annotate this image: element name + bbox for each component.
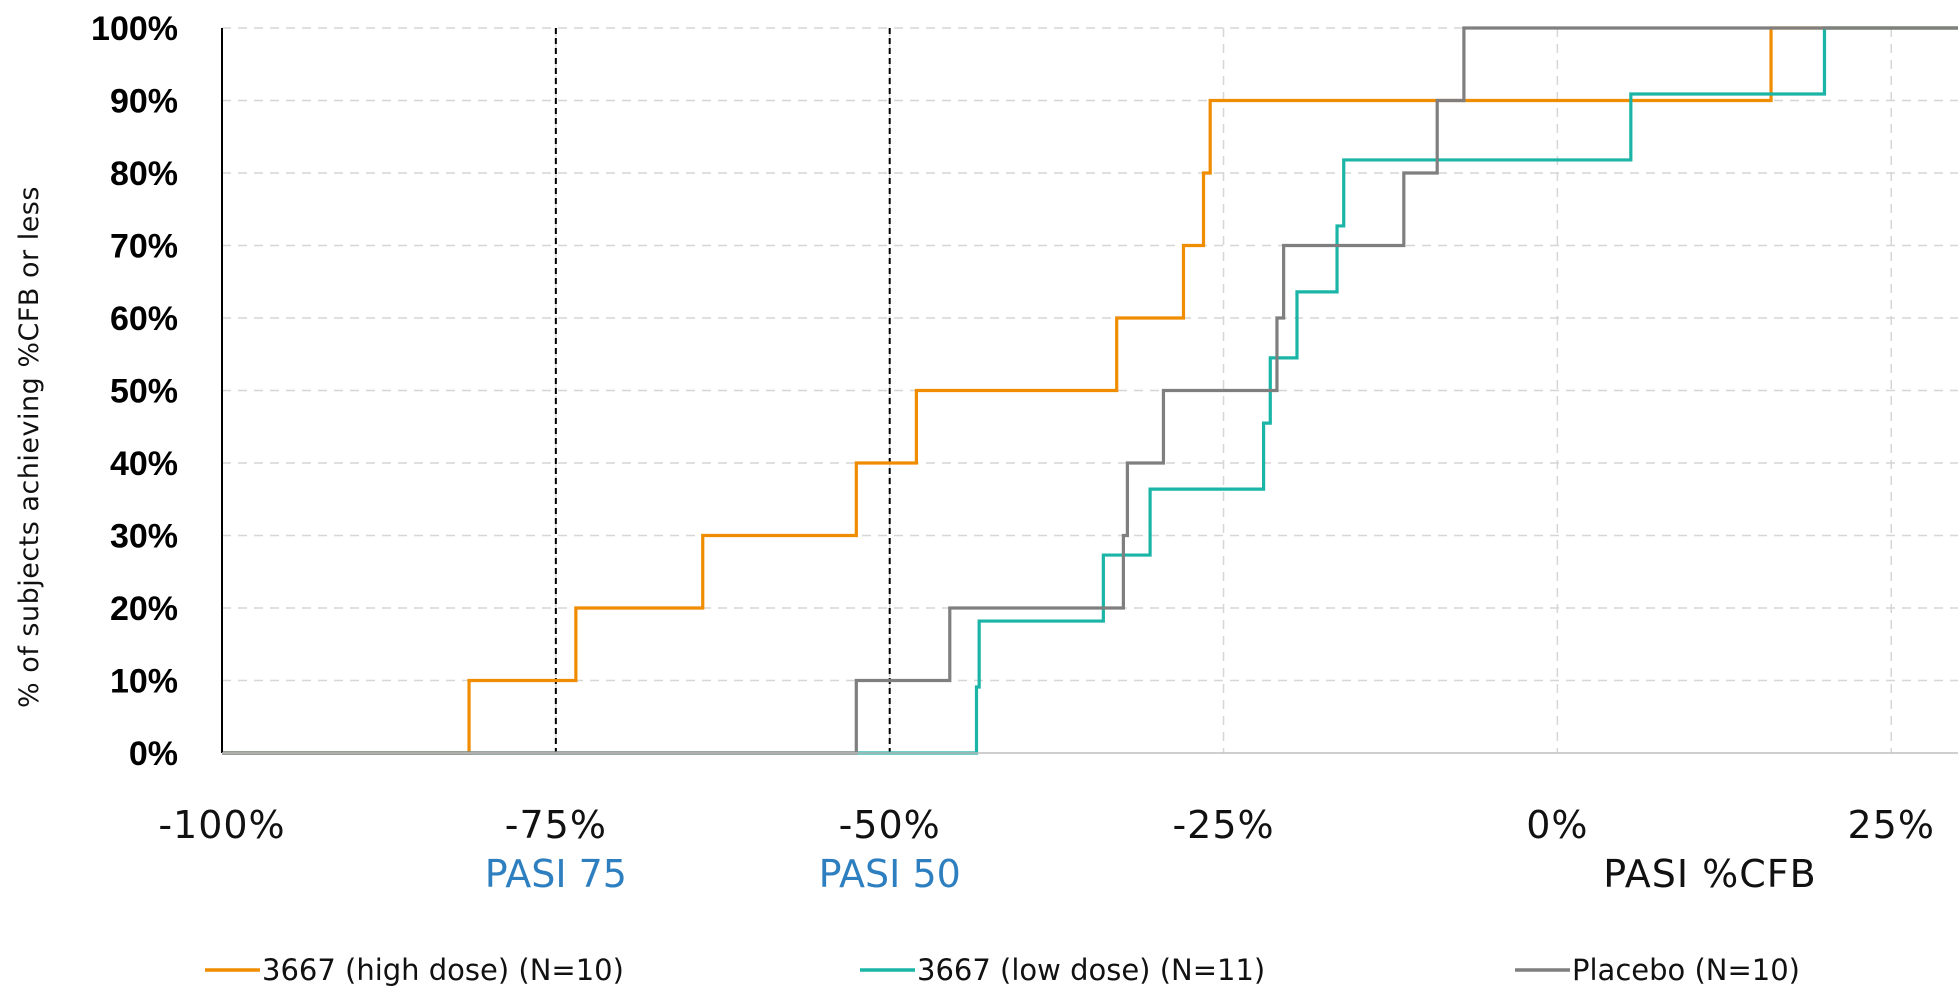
legend-label: 3667 (high dose) (N=10) [262, 953, 624, 987]
x-tick-label: -25% [1172, 803, 1274, 847]
y-tick-label: 30% [110, 518, 178, 556]
x-tick-label: 0% [1526, 803, 1588, 847]
y-tick-label: 70% [110, 228, 178, 266]
reference-line-label: PASI 75 [485, 852, 627, 896]
reference-line-labels: PASI 75 PASI 50 [485, 852, 961, 896]
y-tick-label: 100% [91, 10, 178, 48]
x-tick-label: -100% [158, 803, 285, 847]
y-tick-label: 20% [110, 590, 178, 628]
reference-lines [554, 28, 891, 753]
legend-label: 3667 (low dose) (N=11) [917, 953, 1265, 987]
y-tick-label: 80% [110, 155, 178, 193]
axes [221, 28, 1958, 754]
x-tick-label: -50% [839, 803, 941, 847]
series-lines [222, 26, 1958, 755]
x-axis-title: PASI %CFB [1603, 852, 1816, 896]
legend: 3667 (high dose) (N=10) 3667 (low dose) (… [205, 953, 1800, 987]
y-tick-labels: 0% 10% 20% 30% 40% 50% 60% 70% 80% 90% 100% [91, 10, 178, 773]
x-tick-labels: -100% -75% -50% -25% 0% 25% [158, 803, 1934, 847]
x-tick-label: -75% [505, 803, 607, 847]
legend-item: Placebo (N=10) [1515, 953, 1800, 987]
y-axis-title: % of subjects achieving %CFB or less [14, 186, 45, 708]
series-line [222, 26, 1958, 755]
y-tick-label: 60% [110, 300, 178, 338]
legend-item: 3667 (high dose) (N=10) [205, 953, 624, 987]
legend-label: Placebo (N=10) [1572, 953, 1800, 987]
y-tick-label: 50% [110, 373, 178, 411]
y-tick-label: 10% [110, 663, 178, 701]
y-tick-label: 90% [110, 83, 178, 121]
y-tick-label: 40% [110, 445, 178, 483]
reference-line-label: PASI 50 [819, 852, 961, 896]
x-tick-label: 25% [1847, 803, 1934, 847]
y-tick-label: 0% [129, 735, 178, 773]
series-line [222, 26, 1958, 755]
legend-item: 3667 (low dose) (N=11) [860, 953, 1265, 987]
series-line [222, 26, 1958, 755]
